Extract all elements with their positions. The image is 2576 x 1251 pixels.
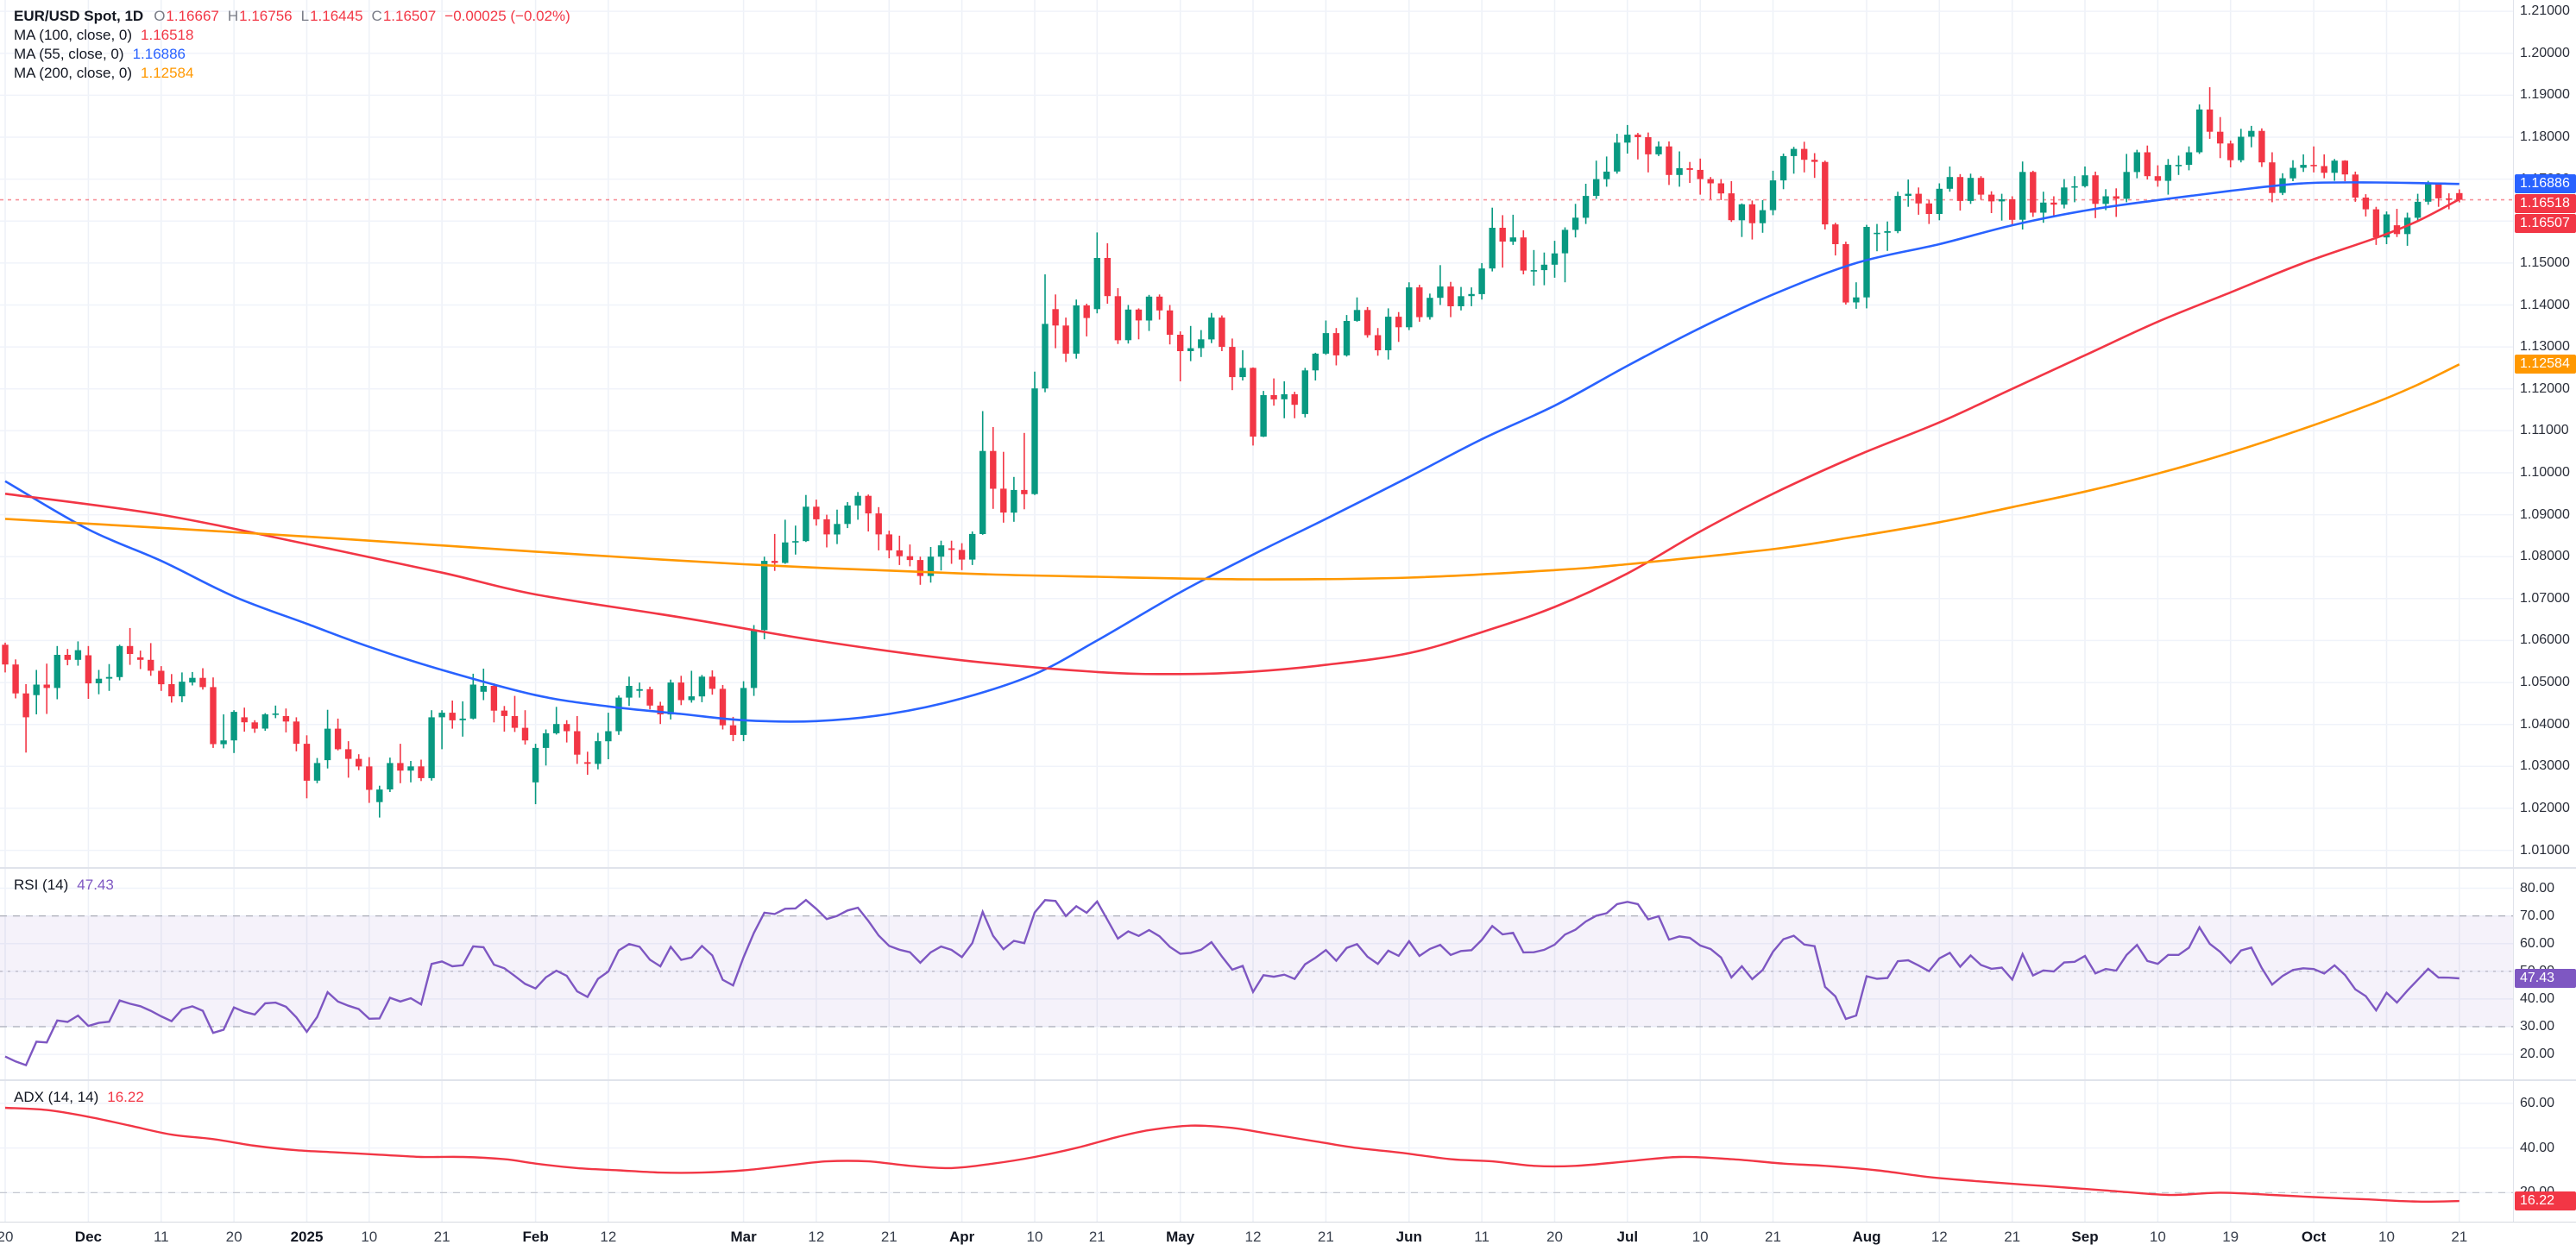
price-tick-label: 1.03000 — [2520, 758, 2570, 774]
price-tick-label: 1.08000 — [2520, 549, 2570, 564]
time-tick-label: Sep — [2071, 1229, 2099, 1245]
price-scale-axis[interactable]: 1.210001.200001.190001.180001.170001.160… — [2513, 0, 2576, 1222]
candles-series — [2, 87, 2463, 818]
rsi-pane[interactable]: RSI (14) 47.43 — [0, 869, 2513, 1079]
adx-line[interactable] — [4, 1106, 2459, 1203]
adx-tick-label: 40.00 — [2520, 1140, 2555, 1155]
adx-pane[interactable]: ADX (14, 14) 16.22 — [0, 1081, 2513, 1222]
adx-axis-badge: 16.22 — [2515, 1191, 2576, 1211]
time-tick-label: 21 — [2451, 1229, 2468, 1245]
price-tick-label: 1.13000 — [2520, 339, 2570, 355]
time-tick-label: 21 — [880, 1229, 898, 1245]
price-tick-label: 1.14000 — [2520, 297, 2570, 312]
price-pane-canvas[interactable] — [0, 0, 2513, 867]
time-scale-axis[interactable]: 20 Dec 11 20 2025 10 21 Feb 12 Mar 12 21 Apr 10 21 May 1… — [0, 1222, 2576, 1251]
time-tick-label: 20 — [225, 1229, 242, 1245]
time-tick-label: 10 — [1691, 1229, 1709, 1245]
time-tick-label: 10 — [2149, 1229, 2166, 1245]
time-tick-label: 10 — [2378, 1229, 2395, 1245]
adx-pane-canvas[interactable] — [0, 1081, 2513, 1222]
time-tick-label: 12 — [600, 1229, 617, 1245]
time-tick-label: Aug — [1852, 1229, 1881, 1245]
price-tick-label: 1.18000 — [2520, 129, 2570, 144]
time-tick-label: 10 — [361, 1229, 378, 1245]
time-tick-label: May — [1166, 1229, 1195, 1245]
time-tick-label: 21 — [433, 1229, 450, 1245]
price-axis-badge: 1.16507 — [2515, 214, 2576, 234]
ma100-line[interactable] — [4, 198, 2460, 676]
time-tick-label: Feb — [522, 1229, 549, 1245]
rsi-tick-label: 70.00 — [2520, 908, 2555, 923]
time-tick-label: 11 — [1474, 1229, 1490, 1245]
time-tick-label: 2025 — [290, 1229, 324, 1245]
time-tick-label: Jul — [1616, 1229, 1639, 1245]
ma200-line[interactable] — [4, 363, 2460, 581]
rsi-axis-badge: 47.43 — [2515, 969, 2576, 988]
time-tick-label: Mar — [730, 1229, 757, 1245]
time-tick-label: 12 — [1930, 1229, 1948, 1245]
price-tick-label: 1.06000 — [2520, 632, 2570, 648]
price-tick-label: 1.12000 — [2520, 380, 2570, 396]
price-tick-label: 1.05000 — [2520, 675, 2570, 690]
price-axis-badge: 1.16518 — [2515, 194, 2576, 214]
rsi-line[interactable] — [4, 898, 2459, 1067]
price-tick-label: 1.07000 — [2520, 590, 2570, 606]
time-tick-label: 21 — [1317, 1229, 1334, 1245]
ma55-line[interactable] — [4, 181, 2459, 723]
price-tick-label: 1.01000 — [2520, 842, 2570, 858]
price-tick-label: 1.09000 — [2520, 506, 2570, 522]
rsi-tick-label: 20.00 — [2520, 1047, 2555, 1062]
rsi-tick-label: 80.00 — [2520, 880, 2555, 896]
price-tick-label: 1.19000 — [2520, 87, 2570, 103]
time-tick-label: Dec — [74, 1229, 102, 1245]
time-tick-label: 20 — [1546, 1229, 1563, 1245]
rsi-pane-canvas[interactable] — [0, 869, 2513, 1079]
pane-separator[interactable] — [0, 867, 2576, 869]
price-pane[interactable]: EUR/USD Spot, 1D O1.16667 H1.16756 L1.16… — [0, 0, 2513, 867]
time-tick-label: 12 — [808, 1229, 825, 1245]
time-tick-label: 21 — [2004, 1229, 2021, 1245]
time-tick-label: 21 — [1765, 1229, 1781, 1245]
time-tick-label: 20 — [0, 1229, 14, 1245]
price-axis-badge: 1.16886 — [2515, 174, 2576, 194]
time-tick-label: 19 — [2222, 1229, 2239, 1245]
price-tick-label: 1.20000 — [2520, 45, 2570, 60]
time-tick-label: 10 — [1026, 1229, 1043, 1245]
rsi-tick-label: 60.00 — [2520, 935, 2555, 951]
price-tick-label: 1.04000 — [2520, 716, 2570, 732]
price-tick-label: 1.11000 — [2520, 423, 2569, 438]
price-axis-badge: 1.12584 — [2515, 355, 2576, 374]
time-tick-label: 12 — [1244, 1229, 1262, 1245]
time-tick-label: 11 — [153, 1229, 169, 1245]
adx-tick-label: 60.00 — [2520, 1095, 2555, 1110]
price-tick-label: 1.15000 — [2520, 255, 2570, 270]
rsi-tick-label: 30.00 — [2520, 1019, 2555, 1034]
time-tick-label: Oct — [2301, 1229, 2327, 1245]
time-tick-label: 21 — [1088, 1229, 1105, 1245]
time-tick-label: Apr — [948, 1229, 975, 1245]
price-tick-label: 1.10000 — [2520, 465, 2570, 480]
pane-separator[interactable] — [0, 1079, 2576, 1081]
rsi-tick-label: 40.00 — [2520, 990, 2555, 1006]
price-tick-label: 1.02000 — [2520, 800, 2570, 815]
price-tick-label: 1.21000 — [2520, 3, 2570, 19]
time-tick-label: Jun — [1395, 1229, 1422, 1245]
